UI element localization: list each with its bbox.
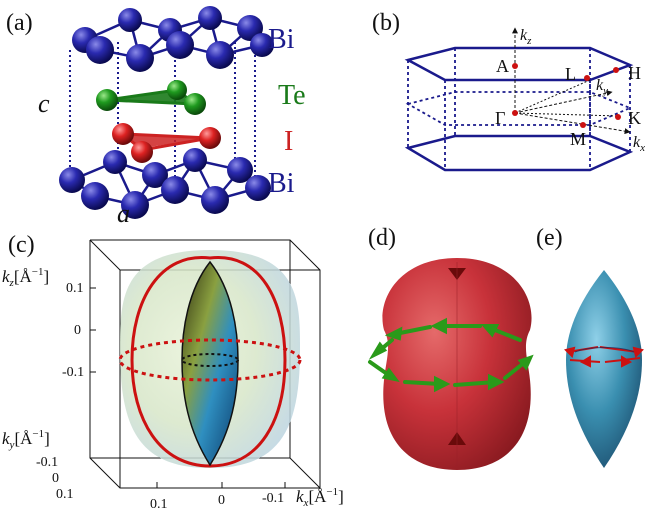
lattice-c-label: c [38, 89, 50, 118]
kx-tick-2: -0.1 [262, 491, 284, 506]
panel-d: (d) [368, 225, 534, 470]
panel-a: (a) [6, 6, 306, 228]
point-L-label: L [565, 64, 576, 84]
point-H-label: H [628, 63, 641, 83]
panel-e-label: (e) [536, 225, 563, 251]
point-A-label: A [496, 56, 509, 76]
iodine-layer [112, 123, 221, 163]
kz-axis-label: kz[Å−1] [2, 266, 49, 289]
ky-tick-1: 0 [52, 471, 59, 486]
ky-axis-label: ky[Å−1] [2, 428, 50, 451]
axis-kz-label: kz [520, 27, 532, 47]
kx-tick-0: 0.1 [150, 497, 168, 512]
bi-top-atoms [72, 6, 274, 72]
high-symmetry-points [512, 63, 621, 128]
panel-c: (c) kz[Å−1] 0.1 [2, 232, 344, 512]
plot-ticks [90, 287, 286, 488]
iodine-label: I [284, 126, 293, 157]
k-axes [512, 27, 631, 135]
bi-top-label: Bi [268, 24, 295, 55]
inner-fermi-surface [181, 260, 239, 467]
kx-tick-1: 0 [218, 493, 225, 508]
kx-axis-label: kx[Å−1] [296, 486, 344, 509]
axis-kx-label: kx [633, 134, 645, 154]
panel-e: (e) [536, 225, 644, 468]
inner-contour-horizontal [181, 353, 239, 367]
bi-bottom-atoms [59, 148, 271, 219]
kz-tick-1: 0 [74, 323, 81, 338]
bz-vertical-edges [407, 48, 631, 170]
bz-top-face [404, 46, 634, 82]
unit-cell-edges [69, 42, 256, 195]
spin-texture-arrows [368, 317, 534, 393]
te-label: Te [278, 80, 306, 111]
bi-bottom-label: Bi [268, 168, 295, 199]
axis-ky-label: ky [596, 77, 608, 97]
point-Gamma-label: Γ [495, 108, 505, 128]
bz-bottom-face [404, 134, 634, 172]
panel-c-label: (c) [8, 232, 35, 258]
outer-contour-horizontal [118, 338, 302, 382]
kz-tick-0: 0.1 [66, 281, 84, 296]
bz-mid-plane [405, 91, 633, 126]
ky-tick-0: -0.1 [36, 455, 58, 470]
point-M-label: M [570, 129, 586, 149]
inner-contour-line [574, 347, 635, 353]
panel-a-label: (a) [6, 10, 33, 36]
lattice-a-label: a [117, 199, 130, 228]
panel-b: (b) [372, 10, 645, 172]
inner-fermi-surface-3d [566, 270, 642, 468]
ky-tick-2: 0.1 [56, 487, 74, 502]
panel-d-label: (d) [368, 225, 396, 251]
kz-tick-2: -0.1 [62, 365, 84, 380]
point-K-label: K [628, 108, 641, 128]
te-layer [96, 80, 206, 115]
panel-b-label: (b) [372, 10, 400, 36]
